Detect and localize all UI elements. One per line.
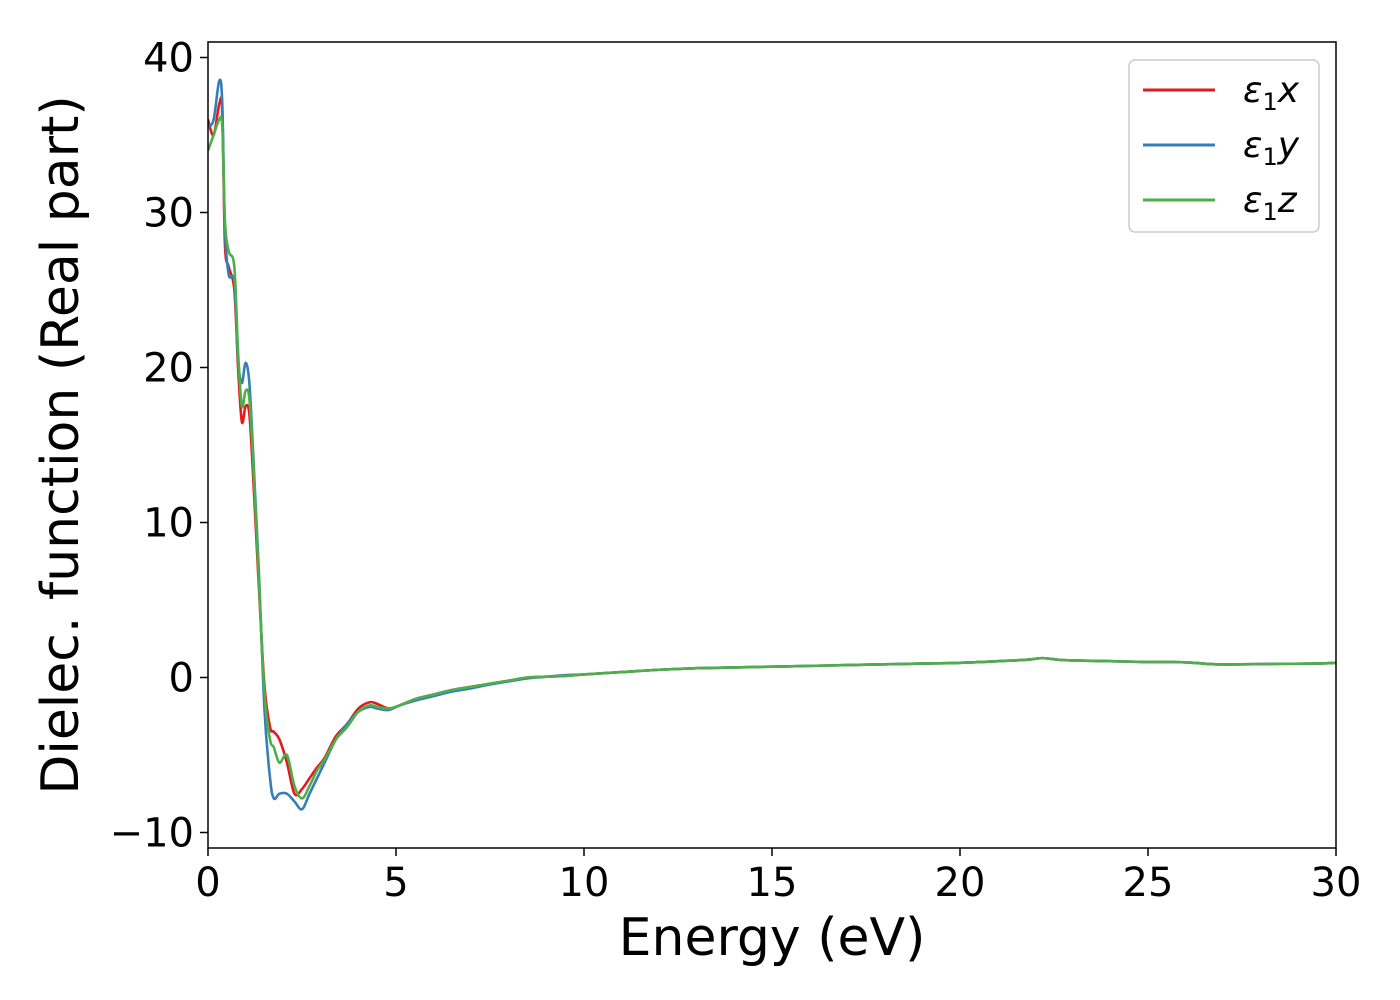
legend-component: y <box>1277 125 1300 166</box>
legend-component: z <box>1277 180 1298 221</box>
legend-subscript: 1 <box>1262 198 1277 226</box>
series-line-3 <box>208 115 1336 800</box>
legend-subscript: 1 <box>1262 143 1277 171</box>
x-tick-label: 30 <box>1311 860 1362 906</box>
legend-epsilon: ε <box>1243 180 1262 221</box>
legend-label-3: ε1z <box>1243 180 1298 226</box>
y-tick-label: 30 <box>143 191 194 237</box>
y-tick-label: 0 <box>169 656 194 702</box>
x-axis-title: Energy (eV) <box>619 908 926 968</box>
legend-label-1: ε1x <box>1243 70 1300 116</box>
legend-epsilon: ε <box>1243 125 1262 166</box>
legend-box <box>1128 59 1320 233</box>
legend-subscript: 1 <box>1262 88 1277 116</box>
series-layer <box>208 78 1336 811</box>
legend-epsilon: ε <box>1243 70 1262 111</box>
x-tick-label: 15 <box>747 860 798 906</box>
legend-component: x <box>1277 70 1300 111</box>
x-tick-label: 10 <box>559 860 610 906</box>
legend-label-2: ε1y <box>1243 125 1300 171</box>
x-tick-label: 5 <box>383 860 408 906</box>
y-tick-label: 10 <box>143 501 194 547</box>
y-axis-ticks: −10 0 10 20 30 40 <box>110 36 208 857</box>
x-tick-label: 20 <box>935 860 986 906</box>
y-axis-title: Dielec. function (Real part) <box>31 95 91 794</box>
x-tick-label: 25 <box>1123 860 1174 906</box>
y-tick-label: 20 <box>143 346 194 392</box>
x-tick-label: 0 <box>195 860 220 906</box>
x-axis-ticks: 0 5 10 15 20 25 30 <box>195 848 1361 906</box>
y-tick-label: −10 <box>110 811 194 857</box>
y-tick-label: 40 <box>143 36 194 82</box>
